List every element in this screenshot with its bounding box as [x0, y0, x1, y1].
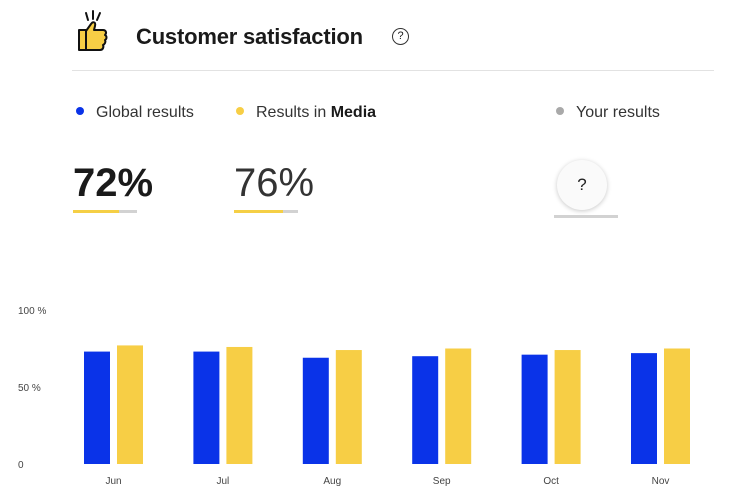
monthly-satisfaction-chart: 100 % 50 % 0 Jun Jul Aug Sep Oct Nov — [18, 306, 690, 487]
x-tick-label: Jul — [217, 476, 230, 487]
y-tick-label: 100 % — [18, 306, 46, 317]
bar-nov-global[interactable] — [631, 353, 657, 464]
bar-nov-media[interactable] — [664, 348, 690, 465]
bar-jun-global[interactable] — [84, 351, 110, 464]
page-title: Customer satisfaction — [136, 24, 363, 49]
bar-oct-media[interactable] — [554, 350, 581, 464]
bar-aug-global[interactable] — [302, 357, 329, 464]
global-progress-fill — [73, 210, 120, 213]
media-dot-icon — [236, 107, 244, 115]
media-percentage: 76% — [234, 161, 315, 205]
global-progress-bar — [73, 210, 137, 213]
x-tick-label: Sep — [433, 476, 451, 487]
bar-jun-media[interactable] — [117, 345, 143, 464]
y-tick-label: 0 — [18, 460, 24, 471]
x-tick-label: Aug — [323, 476, 341, 487]
media-progress-fill — [234, 210, 283, 213]
thumbs-up-icon — [78, 10, 108, 51]
global-dot-icon — [76, 107, 84, 115]
legend-media-industry: Media — [330, 104, 377, 121]
legend-media-prefix: Results in — [256, 104, 331, 121]
yours-dot-icon — [556, 107, 564, 115]
y-tick-label: 50 % — [18, 383, 41, 394]
your-results-placeholder[interactable]: ? — [557, 160, 607, 210]
bar-jul-media[interactable] — [226, 346, 253, 464]
legend-yours-label: Your results — [576, 104, 660, 121]
global-percentage: 72% — [73, 161, 154, 205]
bar-sep-media[interactable] — [445, 348, 472, 465]
x-tick-label: Jun — [105, 476, 121, 487]
your-results-bar — [554, 215, 618, 218]
bar-sep-global[interactable] — [412, 356, 439, 464]
header: Customer satisfaction ? — [72, 8, 714, 71]
legend-media: Results in Media — [236, 104, 376, 122]
bar-jul-global[interactable] — [193, 351, 220, 464]
x-tick-label: Nov — [652, 476, 670, 487]
help-icon[interactable]: ? — [392, 28, 409, 45]
bar-oct-global[interactable] — [521, 354, 548, 464]
legend-yours: Your results — [556, 104, 660, 122]
media-progress-bar — [234, 210, 298, 213]
bar-aug-media[interactable] — [335, 350, 362, 464]
x-tick-label: Oct — [543, 476, 559, 487]
legend-global-label: Global results — [96, 104, 194, 121]
legend-global: Global results — [76, 104, 194, 122]
